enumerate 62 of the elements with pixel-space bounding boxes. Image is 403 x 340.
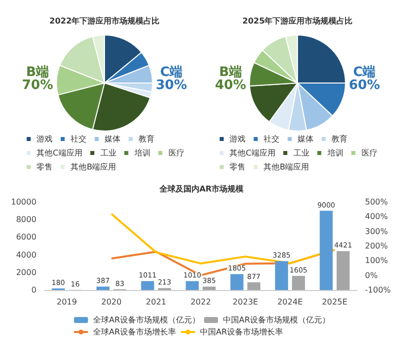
bar (336, 251, 350, 290)
legend-label: 其他C端应用 (36, 148, 82, 158)
legend-label: 中国AR设备市场增长率 (200, 328, 284, 336)
bar (275, 261, 288, 290)
x-tick-label: 2023E (232, 298, 258, 306)
y2-tick-label: 300% (365, 226, 388, 236)
legend-label: 社交 (264, 134, 280, 144)
bar (230, 274, 244, 290)
text: B端 40% (214, 65, 246, 93)
legend-label: 教育 (138, 134, 155, 144)
bar (141, 281, 154, 290)
y-tick-label: 4000 (16, 250, 36, 260)
legend-label: 游戏 (230, 134, 246, 144)
bar (292, 276, 305, 290)
legend-label: 医疗 (361, 148, 378, 158)
y2-tick-label: 400% (365, 212, 388, 222)
text: C端 60% (348, 65, 380, 93)
x-tick-label: 2019 (56, 298, 77, 306)
line-series (110, 212, 336, 264)
x-tick-label: 2025E (322, 298, 348, 306)
x-tick-label: 2022 (190, 298, 211, 306)
y-tick-label: 10000 (10, 198, 36, 206)
bar (96, 286, 110, 290)
bar (247, 282, 260, 290)
bar (202, 286, 216, 290)
y-tick-label: 2000 (16, 268, 36, 277)
y2-tick-label: 0% (365, 270, 378, 280)
chart-title: 2025年下游应用市场规模占比 (242, 16, 353, 26)
x-tick-label: 2020 (101, 298, 122, 306)
legend-label: 全球AR设备市场规模（亿元） (92, 316, 200, 324)
legend-label: 社交 (70, 134, 87, 144)
text: B端 70% (22, 65, 54, 93)
legend-label: 工业 (293, 148, 310, 158)
y2-tick-label: 200% (365, 242, 388, 250)
chart-title: 全球及国内AR市场规模 (158, 184, 245, 194)
y-tick-label: 8000 (16, 215, 36, 224)
legend-label: 媒体 (104, 134, 121, 144)
legend-label: 全球AR设备市场增长率 (92, 328, 176, 336)
y2-tick-label: 500% (365, 198, 388, 206)
y2-tick-label: 100% (365, 256, 388, 266)
legend-label: 其他C端应用 (230, 148, 276, 158)
text: C端 30% (156, 65, 188, 93)
x-tick-label: 2021 (146, 298, 166, 306)
legend-label: 游戏 (36, 134, 53, 144)
legend-label: 零售 (230, 162, 246, 172)
bar (320, 210, 333, 290)
x-tick-label: 2024E (277, 298, 303, 306)
legend-label: 零售 (36, 162, 53, 172)
y-tick-label: 6000 (16, 232, 36, 242)
legend-label: 培训 (326, 148, 344, 158)
legend-label: 教育 (332, 134, 348, 144)
legend-label: 中国AR设备市场规模（亿元） (223, 316, 330, 324)
legend-label: 媒体 (298, 134, 314, 144)
legend-label: 其他B端应用 (70, 162, 116, 172)
legend-label: 工业 (100, 148, 116, 158)
chart-title: 2022年下游应用市场规模占比 (49, 16, 160, 26)
legend-label: 其他B端应用 (264, 162, 310, 172)
bar (186, 281, 199, 290)
y-tick-label: 0 (31, 286, 36, 294)
legend-label: 医疗 (168, 148, 184, 158)
y2-tick-label: -100% (365, 286, 392, 294)
legend-label: 培训 (133, 148, 150, 158)
